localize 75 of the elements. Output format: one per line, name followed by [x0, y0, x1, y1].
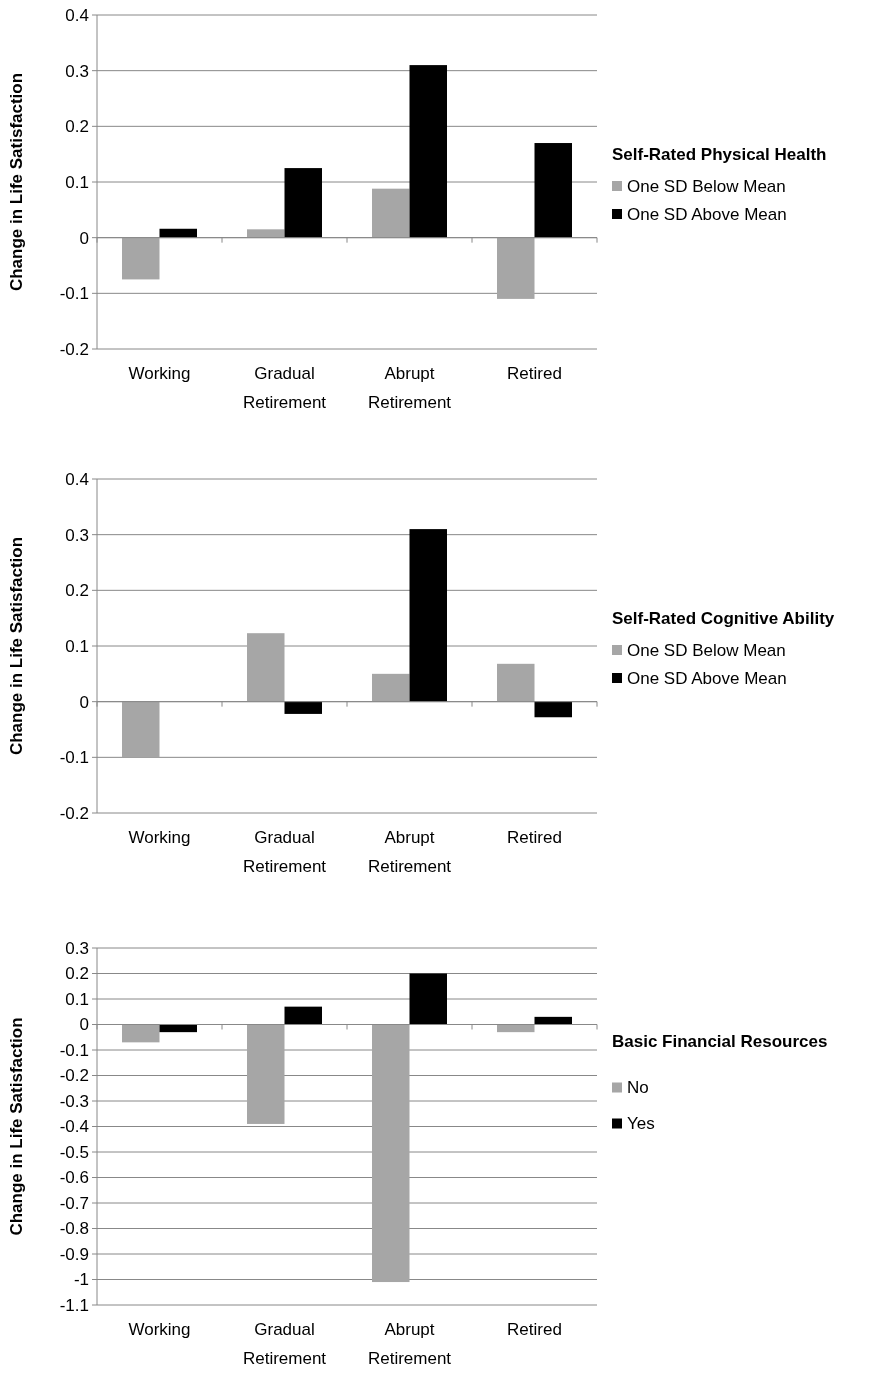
bar [159, 1024, 197, 1033]
y-tick-label: 0 [79, 1015, 89, 1035]
y-tick-label: 0.2 [65, 117, 89, 137]
y-tick-label: 0.3 [65, 525, 89, 545]
bar [284, 168, 322, 238]
x-tick-label: Retired [507, 364, 562, 383]
bar [122, 1024, 160, 1043]
y-tick-label: -0.6 [59, 1168, 89, 1188]
legend-label: One SD Above Mean [627, 668, 787, 688]
bar [534, 1016, 572, 1025]
x-tick-label: Gradual Retirement [242, 828, 327, 876]
bar [534, 143, 572, 238]
x-tick-label: Abrupt Retirement [367, 828, 452, 876]
y-tick-label: -0.2 [59, 803, 89, 823]
legend-title: Basic Financial Resources [612, 1032, 828, 1052]
y-tick-label: 0.3 [65, 61, 89, 81]
bar [247, 633, 285, 702]
y-tick-label: -0.3 [59, 1091, 89, 1111]
bar [247, 1024, 285, 1124]
y-tick-label: 0 [79, 692, 89, 712]
bar [534, 701, 572, 718]
y-tick-label: -0.7 [59, 1193, 89, 1213]
bar [372, 188, 410, 238]
y-tick-label: 0.3 [65, 938, 89, 958]
legend-label: One SD Below Mean [627, 176, 786, 196]
x-tick-label: Retired [507, 828, 562, 847]
y-tick-label: 0.1 [65, 989, 89, 1009]
x-tick-label: Gradual Retirement [242, 364, 327, 412]
bar [497, 237, 535, 299]
y-tick-label: 0.1 [65, 636, 89, 656]
legend-label: No [627, 1078, 649, 1098]
bar [497, 1024, 535, 1033]
y-tick-label: 0 [79, 228, 89, 248]
legend-title: Self-Rated Physical Health [612, 144, 827, 164]
bar [372, 673, 410, 702]
x-tick-label: Working [128, 1320, 191, 1339]
x-tick-label: Working [128, 364, 191, 383]
x-tick-label: Retired [507, 1320, 562, 1339]
y-tick-label: -0.1 [59, 284, 89, 304]
x-tick-label: Working [128, 828, 191, 847]
y-tick-label: -0.1 [59, 748, 89, 768]
y-tick-label: -0.9 [59, 1244, 89, 1264]
bar [497, 663, 535, 702]
y-tick-label: -0.8 [59, 1219, 89, 1239]
y-axis-title: Change in Life Satisfaction [7, 536, 26, 756]
y-tick-label: -1.1 [59, 1295, 89, 1315]
x-tick-label: Abrupt Retirement [367, 1320, 452, 1368]
bar [122, 701, 160, 758]
bar [284, 701, 322, 714]
y-tick-label: -0.2 [59, 1066, 89, 1086]
y-tick-label: -1 [73, 1270, 89, 1290]
legend-label: Yes [627, 1114, 655, 1134]
legend-label: One SD Above Mean [627, 204, 787, 224]
bar [409, 529, 447, 702]
y-tick-label: 0.2 [65, 581, 89, 601]
legend-label: One SD Below Mean [627, 640, 786, 660]
y-tick-label: -0.1 [59, 1040, 89, 1060]
y-tick-label: 0.2 [65, 964, 89, 984]
y-tick-label: 0.4 [65, 469, 89, 489]
y-axis-title: Change in Life Satisfaction [7, 1017, 26, 1236]
bar [122, 237, 160, 280]
bar [372, 1024, 410, 1283]
legend-title: Self-Rated Cognitive Ability [612, 608, 835, 628]
bar [409, 65, 447, 238]
y-tick-label: -0.2 [59, 339, 89, 359]
y-axis-title: Change in Life Satisfaction [7, 72, 26, 292]
bar [247, 229, 285, 238]
x-tick-label: Gradual Retirement [242, 1320, 327, 1368]
y-tick-label: -0.4 [59, 1117, 89, 1137]
y-tick-label: 0.1 [65, 172, 89, 192]
bar [284, 1006, 322, 1025]
bar [409, 973, 447, 1025]
y-tick-label: -0.5 [59, 1142, 89, 1162]
x-tick-label: Abrupt Retirement [367, 364, 452, 412]
y-tick-label: 0.4 [65, 5, 89, 25]
